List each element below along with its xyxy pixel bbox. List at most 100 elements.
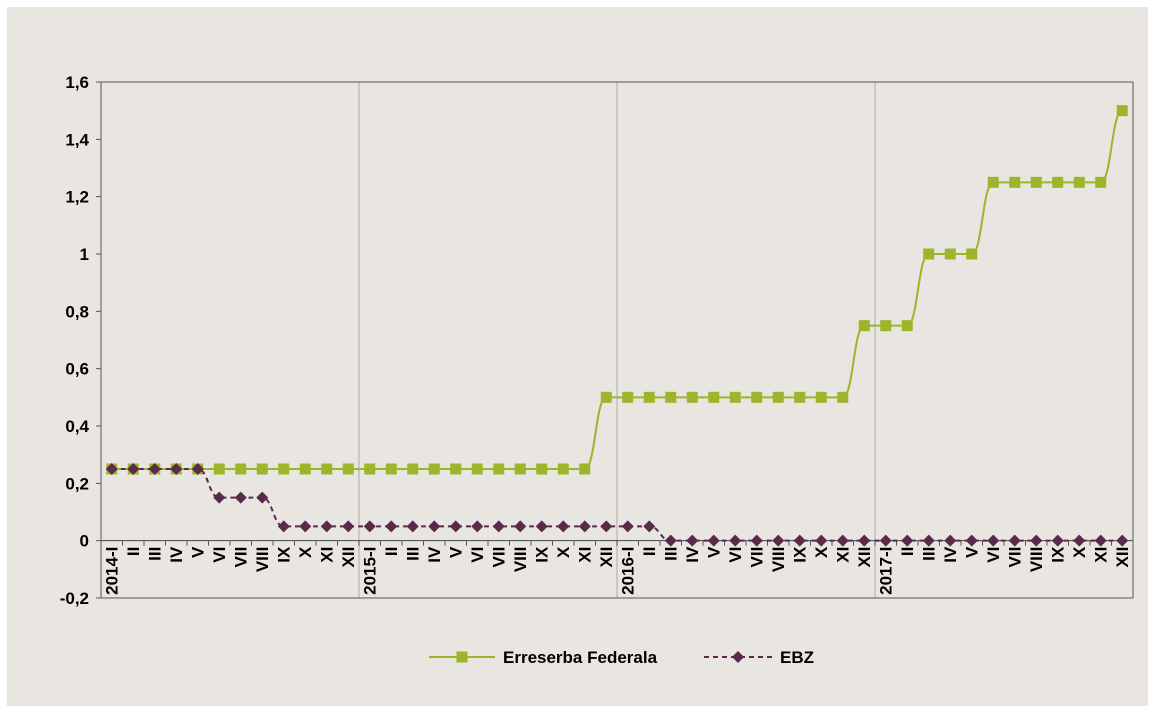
data-point-diamond [901, 534, 914, 547]
data-point-diamond [406, 520, 419, 533]
data-point-diamond [557, 520, 570, 533]
legend-label: Erreserba Federala [503, 648, 658, 667]
data-point-square [235, 463, 247, 475]
data-point-square [213, 463, 225, 475]
data-point-diamond [342, 520, 355, 533]
x-tick-label: XI [318, 547, 337, 563]
data-point-diamond [1051, 534, 1064, 547]
data-point-square [364, 463, 376, 475]
data-point-square [256, 463, 268, 475]
data-point-diamond [664, 534, 677, 547]
data-point-square [966, 248, 978, 260]
data-point-diamond [363, 520, 376, 533]
y-tick-label: 1,6 [65, 73, 89, 92]
legend-item-erreserba-federala: Erreserba Federala [429, 648, 658, 667]
data-point-diamond [858, 534, 871, 547]
data-point-diamond [1030, 534, 1043, 547]
data-point-square [278, 463, 290, 475]
data-point-diamond [987, 534, 1000, 547]
data-point-square [772, 391, 784, 403]
data-point-diamond [428, 520, 441, 533]
data-point-diamond [320, 520, 333, 533]
data-point-square [1073, 176, 1085, 188]
x-tick-label: IV [425, 546, 444, 563]
data-point-square [600, 391, 612, 403]
data-point-diamond [729, 534, 742, 547]
x-tick-label: X [296, 546, 315, 558]
x-tick-label: VIII [253, 547, 272, 573]
data-point-square [815, 391, 827, 403]
x-tick-label: XI [834, 547, 853, 563]
x-tick-label: XII [855, 547, 874, 568]
grid-layer [101, 82, 1133, 598]
legend-marker-diamond [732, 651, 744, 663]
data-point-diamond [1094, 534, 1107, 547]
data-point-diamond [686, 534, 699, 547]
x-tick-label: VII [490, 547, 509, 568]
axis-layer [96, 81, 1134, 599]
x-tick-label: VIII [511, 547, 530, 573]
y-tick-label: 0,6 [65, 360, 89, 379]
x-tick-label: XII [1113, 547, 1132, 568]
y-tick-label: 1,4 [65, 130, 89, 149]
data-point-diamond [449, 520, 462, 533]
data-point-square [643, 391, 655, 403]
x-tick-label: VIII [1027, 547, 1046, 573]
x-tick-label: III [662, 547, 681, 561]
data-point-square [923, 248, 935, 260]
data-point-square [729, 391, 741, 403]
y-tick-label: 0,4 [65, 417, 89, 436]
x-tick-label: III [146, 547, 165, 561]
data-point-diamond [879, 534, 892, 547]
data-point-square [1116, 105, 1128, 117]
data-point-diamond [471, 520, 484, 533]
data-point-square [794, 391, 806, 403]
series-ebz [105, 463, 1129, 547]
data-point-diamond [234, 491, 247, 504]
x-tick-labels: 2014-I II III IV V VI VII VIII IX X XI XII 2015-I II I… [103, 546, 1133, 595]
data-point-square [1052, 176, 1064, 188]
data-point-square [837, 391, 849, 403]
data-point-diamond [127, 463, 140, 475]
x-tick-label: XII [597, 547, 616, 568]
data-point-diamond [643, 520, 656, 533]
data-point-diamond [256, 491, 269, 504]
data-point-square [428, 463, 440, 475]
data-point-diamond [621, 520, 634, 533]
data-point-square [858, 320, 870, 332]
data-point-diamond [836, 534, 849, 547]
data-point-square [880, 320, 892, 332]
data-point-diamond [105, 463, 118, 475]
data-point-square [944, 248, 956, 260]
data-point-diamond [815, 534, 828, 547]
chart-frame: -0,2 0 0,2 0,4 0,6 0,8 1 1,2 1,4 1,6 2014-I II III I… [7, 7, 1148, 706]
x-tick-label: 2015-I [361, 547, 380, 595]
data-point-square [622, 391, 634, 403]
data-point-square [471, 463, 483, 475]
data-point-square [385, 463, 397, 475]
data-point-diamond [772, 534, 785, 547]
data-point-diamond [299, 520, 312, 533]
x-tick-label: VI [726, 547, 745, 563]
x-tick-label: VII [1006, 547, 1025, 568]
y-tick-labels: -0,2 0 0,2 0,4 0,6 0,8 1 1,2 1,4 1,6 [60, 73, 90, 608]
x-tick-label: IX [275, 546, 294, 563]
x-tick-label: IV [941, 546, 960, 563]
data-point-diamond [277, 520, 290, 533]
x-tick-label: VI [210, 547, 229, 563]
data-point-square [1095, 176, 1107, 188]
x-tick-label: III [920, 547, 939, 561]
y-tick-label: 1,2 [65, 188, 89, 207]
legend-marker-square [456, 651, 468, 663]
x-tick-label: V [705, 546, 724, 558]
data-point-diamond [1073, 534, 1086, 547]
y-tick-label: 0,2 [65, 474, 89, 493]
data-point-square [751, 391, 763, 403]
data-point-diamond [148, 463, 161, 475]
data-point-diamond [492, 520, 505, 533]
data-point-square [665, 391, 677, 403]
x-tick-label: VIII [769, 547, 788, 573]
data-point-diamond [535, 520, 548, 533]
x-tick-label: X [1070, 546, 1089, 558]
x-tick-label: 2014-I [103, 547, 122, 595]
